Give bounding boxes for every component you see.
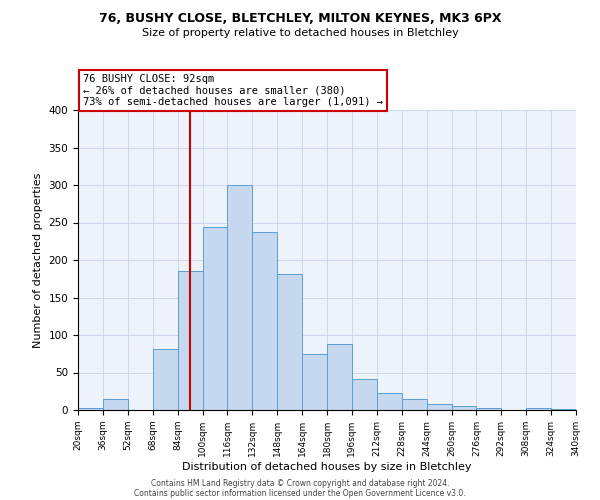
Bar [377, 393, 402, 410]
Bar [452, 406, 476, 410]
Text: Size of property relative to detached houses in Bletchley: Size of property relative to detached ho… [142, 28, 458, 38]
X-axis label: Distribution of detached houses by size in Bletchley: Distribution of detached houses by size … [182, 462, 472, 471]
Bar [103, 399, 128, 410]
Bar [152, 348, 178, 410]
Text: Contains HM Land Registry data © Crown copyright and database right 2024.: Contains HM Land Registry data © Crown c… [151, 478, 449, 488]
Bar [526, 408, 551, 410]
Text: 76, BUSHY CLOSE, BLETCHLEY, MILTON KEYNES, MK3 6PX: 76, BUSHY CLOSE, BLETCHLEY, MILTON KEYNE… [99, 12, 501, 26]
Bar [476, 408, 502, 410]
Bar [277, 274, 302, 410]
Bar [253, 232, 277, 410]
Bar [427, 404, 452, 410]
Bar [352, 378, 377, 410]
Bar [302, 354, 327, 410]
Bar [551, 408, 576, 410]
Text: 76 BUSHY CLOSE: 92sqm
← 26% of detached houses are smaller (380)
73% of semi-det: 76 BUSHY CLOSE: 92sqm ← 26% of detached … [83, 74, 383, 107]
Text: Contains public sector information licensed under the Open Government Licence v3: Contains public sector information licen… [134, 488, 466, 498]
Bar [203, 227, 227, 410]
Y-axis label: Number of detached properties: Number of detached properties [33, 172, 43, 348]
Bar [78, 408, 103, 410]
Bar [227, 185, 253, 410]
Bar [402, 399, 427, 410]
Bar [178, 270, 203, 410]
Bar [327, 344, 352, 410]
